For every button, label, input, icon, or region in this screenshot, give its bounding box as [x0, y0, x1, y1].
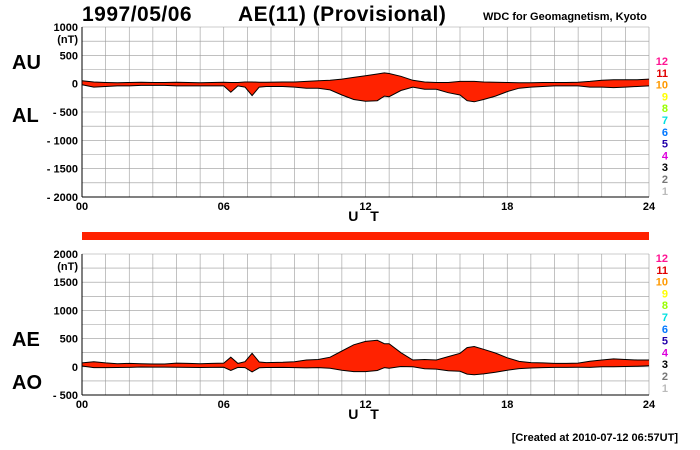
- unit-label: (nT): [57, 261, 78, 273]
- x-tick-label: 18: [501, 399, 513, 411]
- x-tick-label: 12: [359, 201, 371, 213]
- y-tick-label: 500: [60, 50, 78, 62]
- station-legend-11: 11: [656, 265, 668, 277]
- data-coverage-bar: [82, 232, 649, 240]
- station-legend-3: 3: [662, 162, 668, 174]
- y-tick-label: - 1500: [47, 164, 78, 176]
- station-legend-7: 7: [662, 312, 668, 324]
- created-timestamp: [Created at 2010-07-12 06:57UT]: [511, 432, 678, 444]
- index-label-ao: AO: [12, 372, 42, 394]
- x-tick-label: 06: [218, 399, 230, 411]
- y-tick-label: 1000: [54, 305, 78, 317]
- station-legend-7: 7: [662, 115, 668, 127]
- y-tick-label: 0: [72, 362, 78, 374]
- station-legend-10: 10: [656, 80, 668, 92]
- series-line-au: [81, 72, 650, 84]
- station-legend-8: 8: [662, 300, 668, 312]
- station-legend-9: 9: [662, 91, 668, 103]
- y-tick-label: 2000: [54, 249, 78, 261]
- x-tick-label: 24: [643, 201, 656, 213]
- station-legend-12: 12: [656, 253, 668, 265]
- x-tick-label: 18: [501, 201, 513, 213]
- station-legend-10: 10: [656, 277, 668, 289]
- y-tick-label: 1000: [54, 22, 78, 34]
- index-label-ae: AE: [12, 329, 40, 351]
- station-legend-1: 1: [662, 383, 668, 395]
- x-tick-label: 06: [218, 201, 230, 213]
- station-legend-8: 8: [662, 103, 668, 115]
- station-legend-2: 2: [662, 174, 668, 186]
- y-tick-label: - 2000: [47, 192, 78, 204]
- index-label-au: AU: [12, 52, 41, 74]
- area-fill-ae-ao: [82, 340, 649, 375]
- index-label-al: AL: [12, 105, 39, 127]
- station-legend-6: 6: [662, 324, 668, 336]
- y-tick-label: - 500: [53, 390, 78, 402]
- x-axis-label: U T: [348, 406, 383, 422]
- x-axis-label: U T: [348, 208, 383, 224]
- y-tick-label: 500: [60, 334, 78, 346]
- data-source: WDC for Geomagnetism, Kyoto: [483, 11, 647, 23]
- station-legend-9: 9: [662, 288, 668, 300]
- station-legend-4: 4: [662, 150, 669, 162]
- y-tick-label: 1500: [54, 277, 78, 289]
- station-legend-11: 11: [656, 68, 668, 80]
- series-line-ao: [81, 365, 650, 376]
- x-tick-label: 00: [76, 399, 88, 411]
- station-legend-5: 5: [662, 336, 668, 348]
- series-line-al: [81, 84, 650, 103]
- x-tick-label: 00: [76, 201, 88, 213]
- x-tick-label: 24: [643, 399, 656, 411]
- unit-label: (nT): [57, 34, 78, 46]
- series-line-ae: [81, 339, 649, 365]
- chart-date: 1997/05/06: [82, 3, 193, 26]
- station-legend-2: 2: [662, 371, 668, 383]
- y-tick-label: 0: [72, 79, 78, 91]
- chart-title: AE(11) (Provisional): [238, 3, 447, 26]
- station-legend-6: 6: [662, 127, 668, 139]
- y-tick-label: - 500: [53, 107, 78, 119]
- area-fill-au-al: [82, 72, 649, 102]
- station-legend-4: 4: [662, 347, 669, 359]
- y-tick-label: - 1000: [47, 135, 78, 147]
- station-legend-3: 3: [662, 359, 668, 371]
- station-legend-1: 1: [662, 186, 668, 198]
- station-legend-5: 5: [662, 139, 668, 151]
- station-legend-12: 12: [656, 56, 668, 68]
- x-tick-label: 12: [359, 399, 371, 411]
